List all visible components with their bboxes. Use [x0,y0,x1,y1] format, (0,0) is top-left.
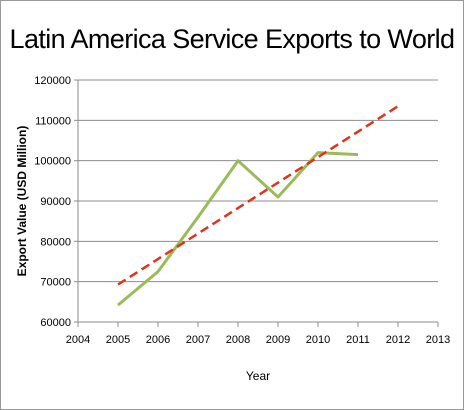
y-tick-label: 80000 [40,236,71,248]
y-axis-title: Export Value (USD Million) [15,126,29,277]
x-tick-label: 2007 [186,334,210,346]
x-axis-title: Year [246,369,270,383]
x-tick-label: 2011 [346,334,370,346]
tick-labels: 60000 70000 80000 90000 100000 110000 120000 20… [34,75,450,346]
axes [74,79,439,327]
x-tick-label: 2009 [266,334,290,346]
y-tick-label: 100000 [34,156,71,168]
y-tick-label: 110000 [35,115,71,127]
y-tick-label: 60000 [40,317,71,329]
trend-line [117,105,399,286]
series-lines [117,105,399,307]
x-tick-label: 2013 [426,334,450,346]
y-tick-label: 120000 [34,75,71,87]
x-tick-label: 2005 [106,334,130,346]
grid-lines [78,79,438,283]
y-tick-label: 70000 [40,277,71,289]
x-tick-label: 2012 [386,334,410,346]
y-tick-label: 90000 [40,196,71,208]
x-tick-label: 2010 [306,334,330,346]
x-tick-label: 2004 [66,334,90,346]
x-tick-label: 2006 [146,334,170,346]
chart-title: Latin America Service Exports to World [10,24,455,54]
data-line [117,151,359,307]
x-tick-label: 2008 [226,334,250,346]
